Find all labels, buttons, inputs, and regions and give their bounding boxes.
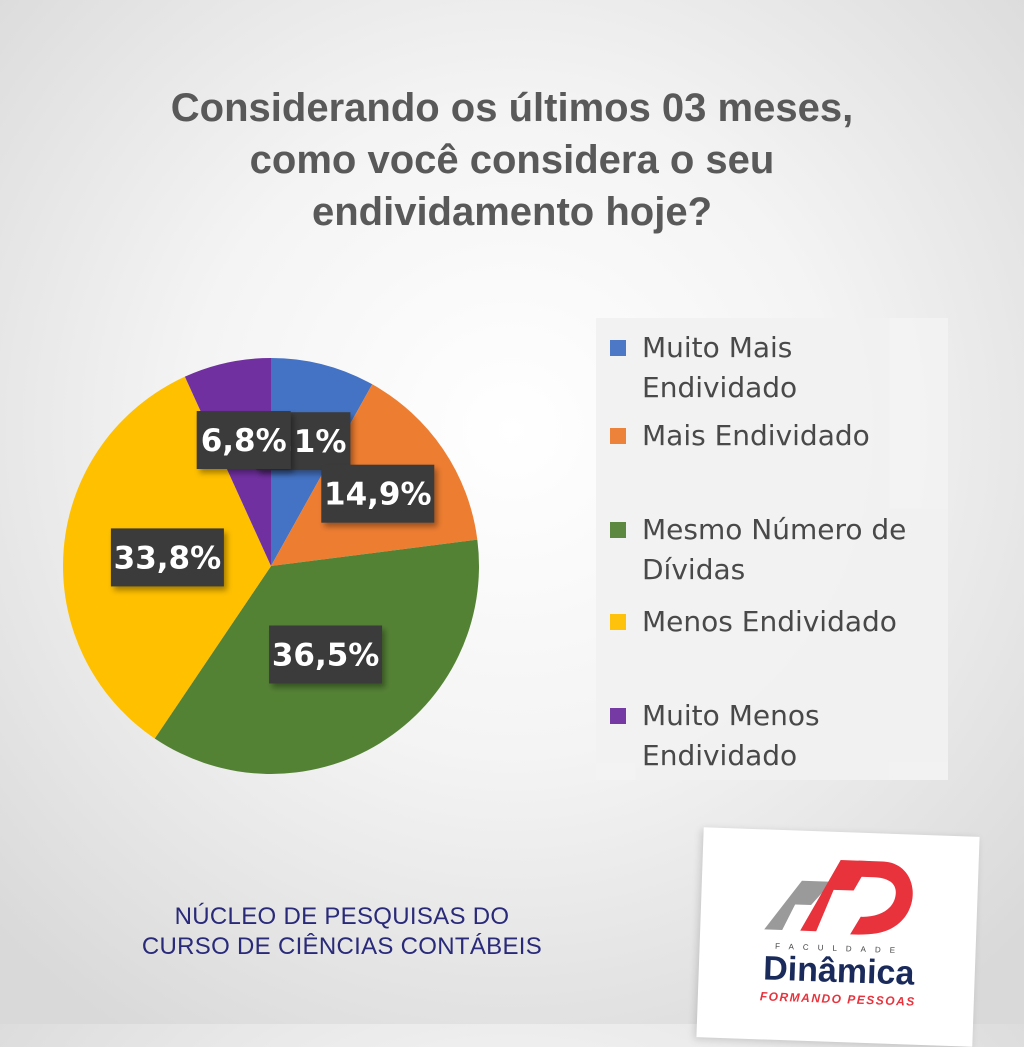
title-line-2: como você considera o seu	[249, 138, 775, 182]
title-line-3: endividamento hoje?	[311, 190, 713, 234]
legend-label-mais-1: Mais Endividado	[642, 419, 870, 452]
legend-item-muito-mais: Muito Mais Endividado	[610, 328, 942, 408]
logo-name: Dinâmica	[762, 949, 916, 993]
legend-item-mesmo: Mesmo Número de Dívidas	[610, 510, 942, 590]
legend-swatch-menos	[610, 614, 626, 630]
footer-line-2: CURSO DE CIÊNCIAS CONTÁBEIS	[141, 933, 543, 960]
legend-swatch-mais	[610, 428, 626, 444]
pie-chart: 8,1%14,9%36,5%33,8%6,8%	[62, 357, 479, 775]
data-label-text-mesmo: 36,5%	[272, 638, 380, 674]
footer-text: NÚCLEO DE PESQUISAS DO CURSO DE CIÊNCIAS…	[112, 902, 572, 962]
legend-item-menos: Menos Endividado	[610, 602, 942, 642]
data-label-box-mais	[321, 464, 435, 523]
faculdade-dinamica-logo-mark	[764, 860, 913, 935]
legend-label-muito-menos-2: Endividado	[642, 739, 798, 772]
legend-label-muito-mais-2: Endividado	[642, 371, 798, 404]
legend-label-mesmo-2: Dívidas	[642, 553, 746, 586]
legend-label-mesmo-1: Mesmo Número de	[642, 513, 907, 546]
data-label-text-muito-menos: 6,8%	[201, 423, 287, 459]
title-line-1: Considerando os últimos 03 meses,	[170, 86, 854, 130]
chart-title: Considerando os últimos 03 meses, como v…	[112, 82, 912, 238]
data-label-text-mais: 14,9%	[324, 477, 432, 513]
data-label-box-muito-menos	[196, 411, 291, 469]
legend-swatch-muito-mais	[610, 340, 626, 356]
chart-legend: Muito Mais Endividado Mais Endividado Me…	[596, 318, 948, 780]
legend-swatch-mesmo	[610, 522, 626, 538]
legend-label-menos-1: Menos Endividado	[642, 605, 897, 638]
footer-line-1: NÚCLEO DE PESQUISAS DO	[174, 903, 510, 930]
legend-label-muito-menos-1: Muito Menos	[642, 699, 820, 732]
legend-label-muito-mais-1: Muito Mais	[642, 331, 793, 364]
data-label-mais: 14,9%	[321, 464, 435, 523]
legend-swatch-muito-menos	[610, 708, 626, 724]
logo-card: FACULDADE Dinâmica FORMANDO PESSOAS	[696, 827, 980, 1047]
data-label-box-menos	[110, 528, 224, 587]
data-label-menos: 33,8%	[110, 528, 224, 587]
data-label-box-mesmo	[269, 625, 383, 684]
data-label-mesmo: 36,5%	[269, 625, 383, 684]
data-label-muito-menos: 6,8%	[196, 411, 291, 469]
legend-item-mais: Mais Endividado	[610, 416, 942, 456]
data-label-text-menos: 33,8%	[114, 540, 222, 576]
legend-item-muito-menos: Muito Menos Endividado	[610, 696, 942, 776]
